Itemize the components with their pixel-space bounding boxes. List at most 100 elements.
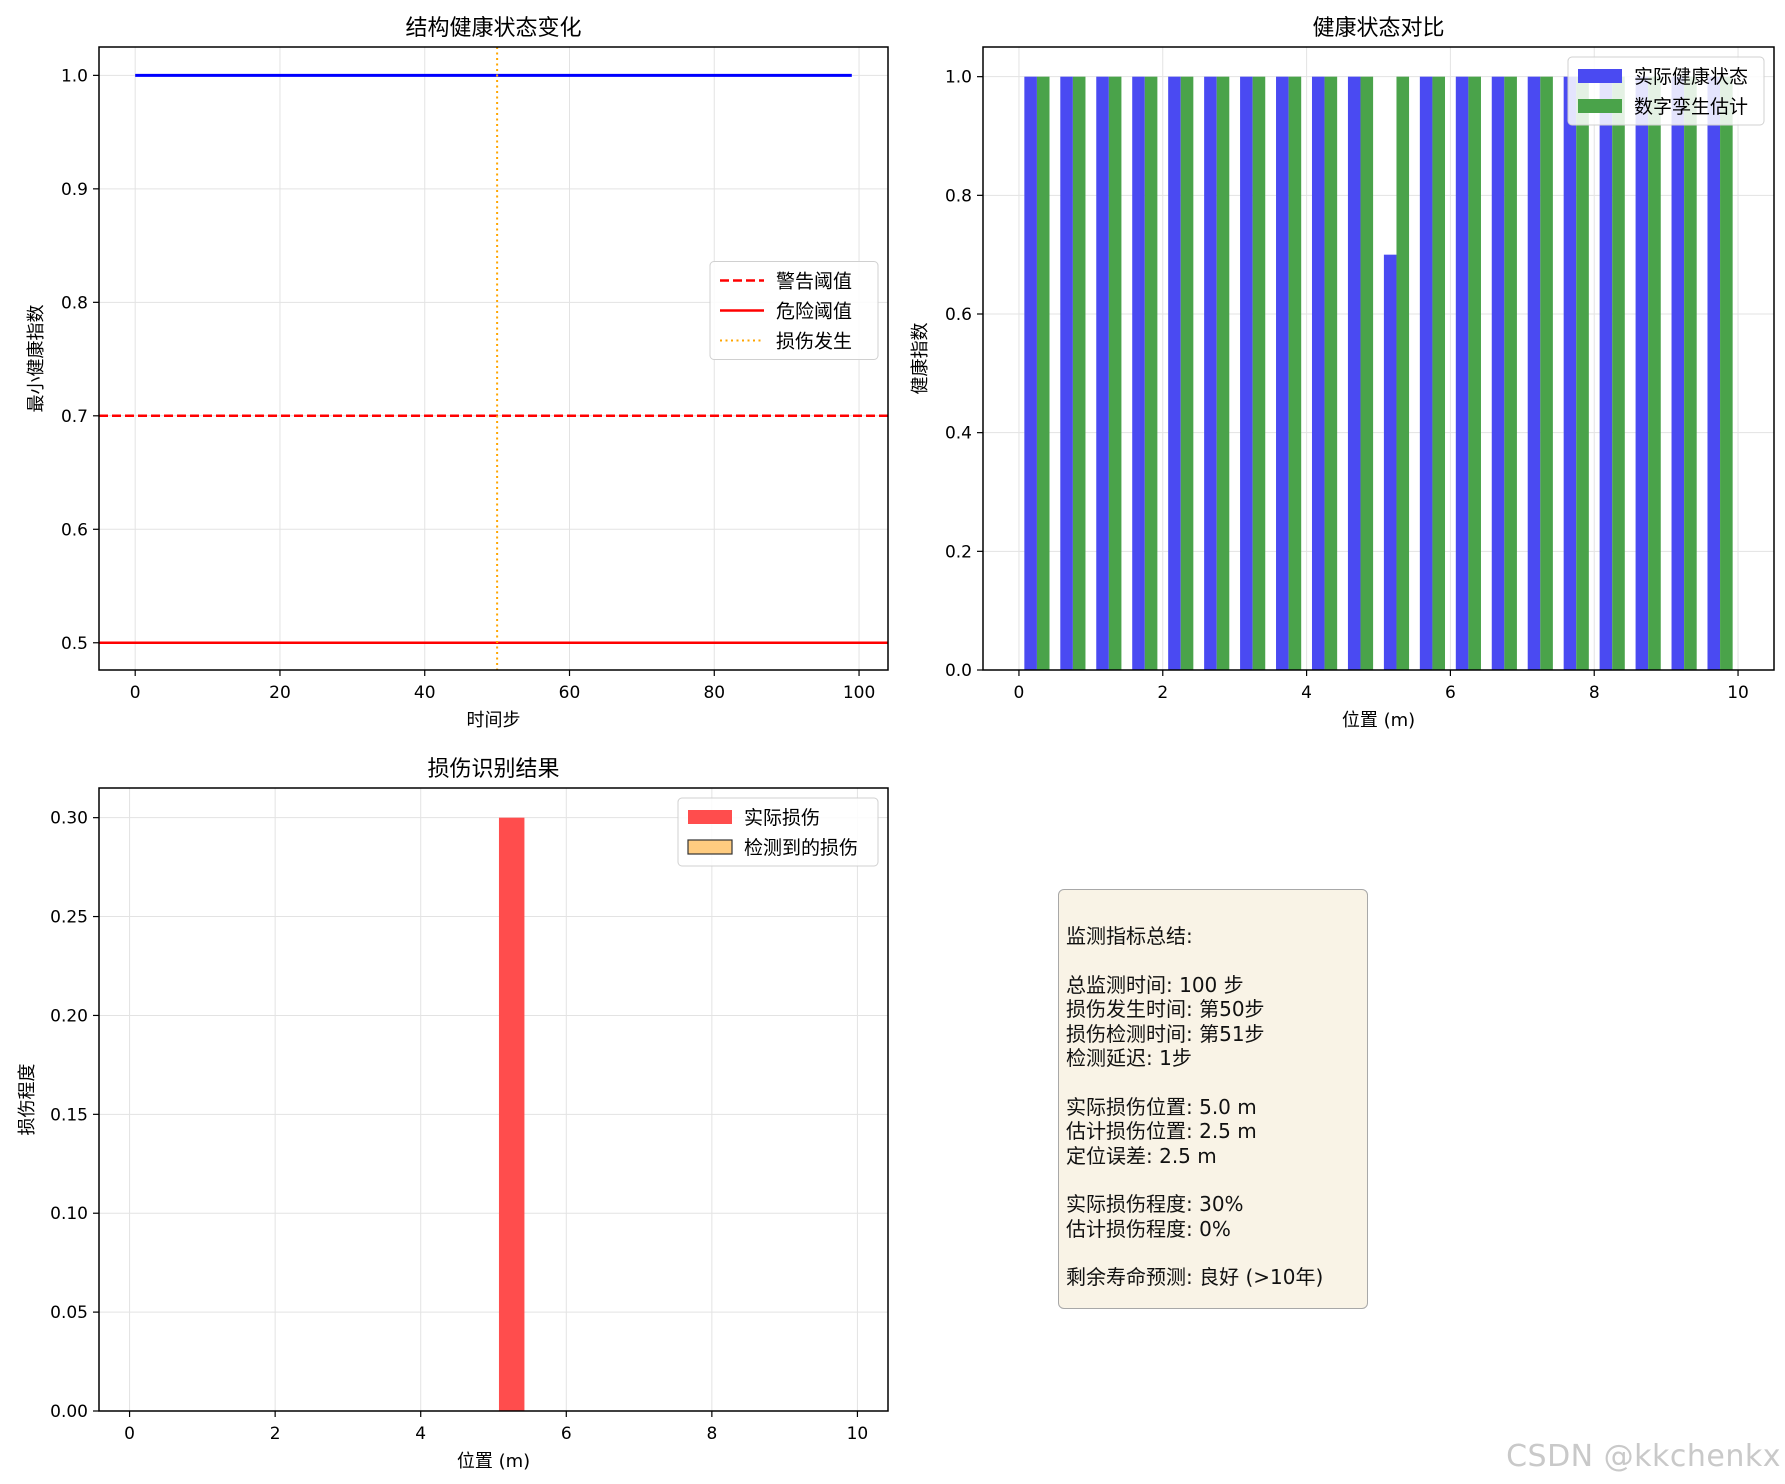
- x-tick-label: 10: [847, 1424, 869, 1444]
- x-tick-label: 60: [559, 683, 581, 703]
- legend-label: 警告阈值: [776, 271, 852, 293]
- legend-patch-swatch: [1578, 69, 1622, 83]
- actual-health-bar: [1347, 76, 1361, 670]
- summary-line: 监测指标总结:: [1066, 924, 1193, 948]
- y-axis-label: 健康指数: [910, 323, 931, 395]
- summary-line: 损伤发生时间: 第50步: [1066, 997, 1265, 1022]
- estimated-health-bar: [1072, 76, 1086, 670]
- x-tick-label: 80: [703, 683, 725, 703]
- actual-health-bar: [1707, 76, 1721, 670]
- y-tick-label: 0.7: [61, 407, 88, 427]
- legend-patch-swatch: [687, 839, 733, 855]
- actual-health-bar: [1671, 76, 1685, 670]
- legend-label: 实际健康状态: [1634, 66, 1748, 88]
- legend-label: 危险阈值: [776, 301, 852, 323]
- y-tick-label: 0.8: [61, 293, 88, 313]
- x-tick-label: 100: [843, 683, 875, 703]
- y-tick-label: 0.8: [945, 186, 972, 206]
- legend-box: [709, 261, 879, 360]
- y-tick-label: 0.0: [945, 661, 972, 681]
- actual-health-bar: [1240, 76, 1253, 670]
- legend-label: 损伤发生: [776, 331, 852, 353]
- axes-frame: [982, 46, 1775, 671]
- actual-damage-bar: [498, 817, 525, 1411]
- actual-health-bar: [1168, 76, 1181, 670]
- x-tick-label: 2: [270, 1424, 281, 1444]
- y-tick-label: 0.2: [945, 542, 972, 562]
- summary-line: 总监测时间: 100 步: [1066, 972, 1244, 997]
- actual-health-bar: [1060, 76, 1073, 670]
- actual-health-bar: [1455, 76, 1469, 670]
- estimated-health-bar: [1324, 76, 1338, 670]
- actual-health-bar: [1024, 76, 1037, 670]
- x-tick-label: 6: [561, 1424, 572, 1444]
- actual-health-bar: [1311, 76, 1325, 670]
- y-axis-label: 最小健康指数: [26, 305, 47, 413]
- actual-health-bar: [1276, 76, 1289, 670]
- estimated-health-bar: [1540, 76, 1553, 670]
- axes-frame: [98, 787, 889, 1412]
- summary-spacer: [1066, 1168, 1367, 1192]
- actual-health-bar: [1491, 76, 1505, 670]
- summary-line: 损伤检测时间: 第51步: [1066, 1021, 1265, 1046]
- y-tick-label: 0.6: [945, 305, 972, 325]
- x-tick-label: 4: [1301, 683, 1312, 703]
- actual-health-bar: [1096, 76, 1109, 670]
- y-tick-label: 0.00: [50, 1402, 88, 1422]
- estimated-health-bar: [1648, 76, 1661, 670]
- y-tick-label: 0.25: [50, 908, 88, 928]
- estimated-health-bar: [1180, 76, 1194, 670]
- estimated-health-bar: [1468, 76, 1481, 670]
- y-tick-label: 0.30: [50, 809, 88, 829]
- summary-box: 监测指标总结: 总监测时间: 100 步损伤发生时间: 第50步 损伤检测时间: 第…: [1058, 889, 1368, 1309]
- x-axis-label: 时间步: [467, 710, 521, 731]
- estimated-health-bar: [1612, 76, 1625, 670]
- x-tick-label: 0: [124, 1424, 135, 1444]
- y-tick-label: 0.15: [50, 1105, 88, 1125]
- estimated-health-bar: [1504, 76, 1517, 670]
- summary-line: 剩余寿命预测: 良好 (>10年): [1066, 1265, 1324, 1290]
- actual-health-bar: [1204, 76, 1217, 670]
- estimated-health-bar: [1432, 76, 1446, 670]
- estimated-health-bar: [1216, 76, 1230, 670]
- estimated-health-bar: [1252, 76, 1266, 670]
- summary-spacer: [1066, 1070, 1367, 1094]
- y-tick-label: 0.9: [61, 180, 88, 200]
- legend-patch-swatch: [688, 810, 732, 824]
- y-axis-label: 损伤程度: [17, 1064, 38, 1136]
- x-tick-label: 20: [269, 683, 291, 703]
- x-tick-label: 2: [1157, 683, 1168, 703]
- x-tick-label: 40: [414, 683, 436, 703]
- x-tick-label: 0: [1014, 683, 1025, 703]
- chart-title: 损伤识别结果: [427, 757, 559, 782]
- x-tick-label: 4: [415, 1424, 426, 1444]
- chart-2: [977, 46, 1775, 676]
- chart-title: 结构健康状态变化: [405, 16, 581, 41]
- summary-line: 估计损伤位置: 2.5 m: [1066, 1119, 1257, 1144]
- summary-line: 实际损伤位置: 5.0 m: [1066, 1094, 1257, 1119]
- legend-label: 实际损伤: [744, 807, 820, 829]
- y-tick-label: 0.6: [61, 520, 88, 540]
- actual-health-bar: [1599, 76, 1613, 670]
- summary-spacer: [1066, 1241, 1367, 1265]
- actual-health-bar: [1383, 254, 1397, 670]
- y-tick-label: 0.5: [61, 634, 88, 654]
- estimated-health-bar: [1684, 76, 1697, 670]
- actual-health-bar: [1132, 76, 1145, 670]
- summary-spacer: [1066, 948, 1367, 972]
- x-tick-label: 6: [1445, 683, 1456, 703]
- x-tick-label: 8: [706, 1424, 717, 1444]
- actual-health-bar: [1527, 76, 1541, 670]
- estimated-health-bar: [1720, 76, 1733, 670]
- estimated-health-bar: [1360, 76, 1374, 670]
- y-tick-label: 0.20: [50, 1006, 88, 1026]
- y-tick-label: 0.4: [945, 424, 972, 444]
- summary-line: 估计损伤程度: 0%: [1066, 1216, 1231, 1241]
- x-axis-label: 位置 (m): [457, 1451, 530, 1472]
- actual-health-bar: [1635, 76, 1649, 670]
- y-tick-label: 1.0: [61, 66, 88, 86]
- legend-label: 检测到的损伤: [744, 837, 858, 859]
- summary-line: 实际损伤程度: 30%: [1066, 1192, 1244, 1217]
- axes-frame: [98, 46, 889, 671]
